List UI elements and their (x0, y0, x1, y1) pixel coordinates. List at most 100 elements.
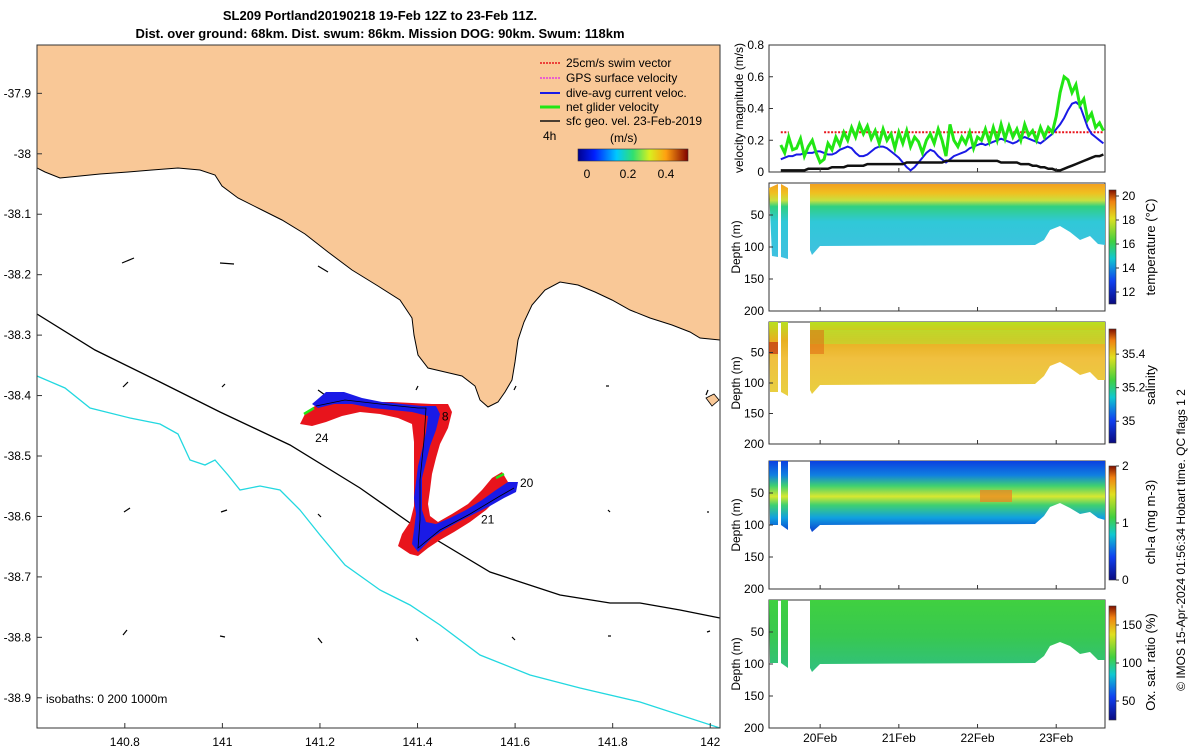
depth-tick-label: 100 (744, 240, 764, 254)
map-ytick-label: -38.7 (4, 570, 32, 584)
depth-tick-label: 150 (744, 689, 764, 703)
oxygen-colorbar (1108, 605, 1117, 721)
map-xtick-label: 141.6 (500, 735, 530, 749)
map-xtick-label: 141.2 (305, 735, 335, 749)
velocity-series (779, 74, 1105, 172)
legend-entry-gps-velocity: GPS surface velocity (540, 71, 677, 85)
track-time-label: 24 (315, 431, 329, 445)
map-xtick-label: 141.8 (598, 735, 628, 749)
speed-colorbar-tick-0: 0 (584, 167, 591, 181)
map-ytick-label: -38.3 (4, 328, 32, 342)
oxygen-label: Ox. sat. ratio (%) (1143, 613, 1158, 711)
track-time-label: 8 (442, 410, 449, 424)
geostrophic-velocity-arrows (121, 257, 711, 644)
depth-tick-label: 200 (744, 304, 764, 318)
temperature-label: temperature (°C) (1143, 199, 1158, 296)
colorbar-tick-label: 12 (1122, 285, 1136, 299)
oxygen-section (768, 599, 1106, 729)
depth-axis-label: Depth (m) (729, 356, 743, 409)
colorbar-tick-label: 18 (1122, 213, 1136, 227)
svg-text:net glider velocity: net glider velocity (566, 100, 659, 114)
velocity-ylabel: velocity magnitude (m/s) (732, 43, 746, 173)
map-ytick-label: -38 (14, 147, 32, 161)
colorbar-tick-label: 35.2 (1122, 381, 1146, 395)
depth-tick-label: 50 (751, 625, 765, 639)
net-velocity-line (779, 74, 1105, 165)
section-axes: 50 100 150 200 Depth (m) 50 100 150 200 Depth (m)… (729, 208, 773, 735)
speed-colorbar (577, 148, 689, 162)
date-tick-label: 23Feb (1039, 731, 1073, 745)
coastline (37, 167, 720, 408)
map-ytick-label: -38.2 (4, 268, 32, 282)
svg-text:25cm/s swim vector: 25cm/s swim vector (566, 56, 671, 70)
oxygen-section-fill (769, 600, 1105, 672)
depth-tick-label: 200 (744, 721, 764, 735)
depth-tick-label: 200 (744, 437, 764, 451)
svg-text:GPS surface velocity: GPS surface velocity (566, 71, 677, 85)
map-ytick-label: -38.8 (4, 630, 32, 644)
speed-colorbar-label: (m/s) (610, 131, 637, 145)
velocity-ytick-label: 0 (757, 165, 764, 179)
chl-section (768, 460, 1106, 590)
velocity-ytick-label: 0.4 (747, 102, 764, 116)
current-velocity-line (780, 101, 1105, 172)
geo-velocity-line (780, 153, 1104, 172)
date-ticks: 20Feb 21Feb 22Feb 23Feb (803, 168, 1074, 745)
legend-entry-swim-vector: 25cm/s swim vector (540, 56, 671, 70)
map-legend: 25cm/s swim vector GPS surface velocity … (540, 56, 702, 181)
colorbar-tick-label: 14 (1122, 261, 1136, 275)
track-time-label: 21 (481, 512, 495, 526)
isobath-1000m (37, 375, 720, 728)
svg-text:dive-avg current veloc.: dive-avg current veloc. (566, 86, 687, 100)
speed-colorbar-tick-1: 0.2 (620, 167, 637, 181)
map-ytick-label: -38.1 (4, 207, 32, 221)
salinity-section (768, 321, 1106, 445)
depth-axis-label: Depth (m) (729, 220, 743, 273)
chl-colorbar (1108, 465, 1117, 581)
current-velocity-swath (312, 392, 518, 552)
map-axes-frame (36, 44, 721, 729)
track-labels: 24 8 20 21 (315, 410, 534, 527)
colorbar-tick-label: 16 (1122, 237, 1136, 251)
chl-label: chl-a (mg m-3) (1143, 480, 1158, 565)
colorbar-tick-label: 20 (1122, 189, 1136, 203)
colorbar-tick-label: 2 (1122, 459, 1129, 473)
net-velocity-marks (303, 406, 505, 480)
legend-entry-current-velocity: dive-avg current veloc. (540, 86, 687, 100)
colorbar-tick-label: 0 (1122, 573, 1129, 587)
velocity-yticks: 0 0.2 0.4 0.6 0.8 (747, 38, 773, 179)
track-time-label: 20 (520, 476, 534, 490)
velocity-ytick-label: 0.2 (747, 133, 764, 147)
colorbar-tick-label: 35 (1122, 414, 1136, 428)
depth-tick-label: 100 (744, 376, 764, 390)
depth-tick-label: 50 (751, 208, 765, 222)
map-ytick-label: -38.4 (4, 389, 32, 403)
date-tick-label: 20Feb (803, 731, 837, 745)
depth-tick-label: 100 (744, 657, 764, 671)
map-xtick-label: 140.8 (110, 735, 140, 749)
map-panel: 140.8 141 141.2 141.4 141.6 141.8 142 -37.9 -38 -… (4, 44, 721, 749)
map-ytick-label: -38.5 (4, 449, 32, 463)
colorbar-tick-label: 150 (1122, 618, 1142, 632)
map-ytick-label: -38.9 (4, 691, 32, 705)
small-island (705, 393, 720, 407)
map-ytick-label: -38.6 (4, 509, 32, 523)
salinity-colorbar (1108, 328, 1117, 444)
depth-tick-label: 150 (744, 407, 764, 421)
colorbar-tick-label: 100 (1122, 656, 1142, 670)
colorbar-tick-label: 50 (1122, 694, 1136, 708)
date-tick-label: 22Feb (961, 731, 995, 745)
legend-time-step: 4h (543, 129, 556, 143)
legend-entry-geo-velocity: sfc geo. vel. 23-Feb-2019 (540, 114, 702, 128)
depth-tick-label: 200 (744, 582, 764, 596)
speed-colorbar-tick-2: 0.4 (658, 167, 675, 181)
depth-tick-label: 50 (751, 486, 765, 500)
velocity-ytick-label: 0.6 (747, 70, 764, 84)
chl-section-fill (769, 461, 1105, 532)
depth-axis-label: Depth (m) (729, 498, 743, 551)
glider-track (300, 392, 518, 556)
temperature-colorbar (1108, 189, 1117, 305)
depth-tick-label: 100 (744, 518, 764, 532)
salinity-label: salinity (1143, 365, 1158, 405)
